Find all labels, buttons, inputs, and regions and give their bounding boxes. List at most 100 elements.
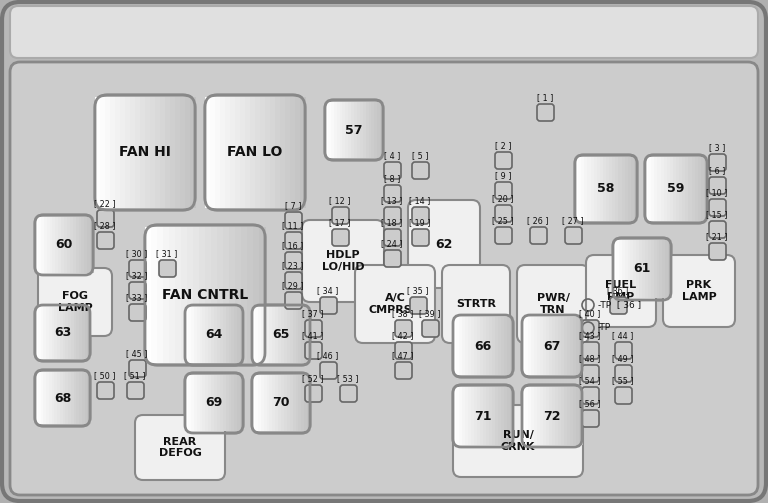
- Text: [ 47 ]: [ 47 ]: [392, 351, 414, 360]
- Bar: [621, 157, 626, 221]
- Bar: [374, 102, 378, 158]
- Bar: [543, 387, 547, 445]
- Bar: [510, 317, 514, 375]
- Bar: [155, 97, 161, 208]
- Bar: [645, 240, 649, 298]
- FancyBboxPatch shape: [384, 229, 401, 246]
- Bar: [273, 375, 276, 431]
- Bar: [304, 375, 308, 431]
- Bar: [645, 157, 649, 221]
- Bar: [188, 307, 192, 363]
- Bar: [578, 157, 582, 221]
- Bar: [501, 387, 505, 445]
- Bar: [35, 307, 38, 359]
- Bar: [231, 375, 235, 431]
- Bar: [71, 372, 74, 424]
- FancyBboxPatch shape: [522, 385, 582, 447]
- Bar: [52, 217, 56, 273]
- FancyBboxPatch shape: [35, 215, 93, 275]
- Bar: [570, 387, 574, 445]
- Bar: [486, 317, 490, 375]
- Text: 62: 62: [435, 237, 452, 250]
- FancyBboxPatch shape: [38, 268, 112, 336]
- Bar: [284, 375, 288, 431]
- FancyBboxPatch shape: [530, 227, 547, 244]
- Bar: [84, 372, 88, 424]
- FancyBboxPatch shape: [185, 373, 243, 433]
- Bar: [200, 307, 204, 363]
- Bar: [220, 307, 223, 363]
- Text: [ 38 ]: [ 38 ]: [392, 309, 414, 318]
- Bar: [296, 375, 300, 431]
- Bar: [453, 317, 457, 375]
- Text: 65: 65: [273, 328, 290, 342]
- FancyBboxPatch shape: [412, 229, 429, 246]
- Bar: [157, 227, 164, 363]
- Bar: [682, 157, 687, 221]
- Bar: [377, 102, 381, 158]
- Bar: [525, 387, 529, 445]
- Bar: [240, 375, 244, 431]
- FancyBboxPatch shape: [320, 362, 337, 379]
- Text: PWR/
TRN: PWR/ TRN: [537, 293, 570, 315]
- Bar: [631, 240, 634, 298]
- Bar: [210, 97, 216, 208]
- Bar: [211, 307, 215, 363]
- Bar: [223, 375, 227, 431]
- Bar: [81, 307, 85, 359]
- Text: [ 9 ]: [ 9 ]: [495, 171, 511, 180]
- Bar: [190, 97, 196, 208]
- Text: [ 55 ]: [ 55 ]: [612, 376, 634, 385]
- Bar: [60, 307, 64, 359]
- Bar: [208, 375, 212, 431]
- Text: FAN LO: FAN LO: [227, 145, 283, 159]
- Bar: [235, 227, 242, 363]
- Bar: [258, 307, 262, 363]
- Bar: [214, 307, 218, 363]
- Bar: [35, 372, 38, 424]
- Text: [ 11 ]: [ 11 ]: [283, 221, 303, 230]
- Bar: [295, 97, 301, 208]
- Bar: [654, 157, 658, 221]
- Bar: [84, 307, 88, 359]
- Bar: [567, 317, 571, 375]
- Bar: [528, 317, 532, 375]
- Bar: [110, 97, 116, 208]
- Bar: [351, 102, 355, 158]
- Bar: [591, 157, 594, 221]
- Bar: [631, 157, 635, 221]
- Bar: [260, 375, 265, 431]
- Text: RUN/
CRNK: RUN/ CRNK: [501, 430, 535, 452]
- FancyBboxPatch shape: [97, 382, 114, 399]
- Bar: [459, 317, 463, 375]
- FancyBboxPatch shape: [442, 265, 510, 343]
- Bar: [357, 102, 361, 158]
- Bar: [290, 375, 293, 431]
- Bar: [660, 157, 664, 221]
- Bar: [343, 102, 346, 158]
- Bar: [255, 375, 259, 431]
- Text: [ 48 ]: [ 48 ]: [579, 354, 601, 363]
- Text: [ 29 ]: [ 29 ]: [282, 281, 304, 290]
- FancyBboxPatch shape: [395, 362, 412, 379]
- Bar: [634, 157, 638, 221]
- Bar: [492, 317, 496, 375]
- FancyBboxPatch shape: [453, 405, 583, 477]
- Bar: [453, 387, 457, 445]
- Text: FUEL
PMP: FUEL PMP: [605, 280, 637, 302]
- Bar: [462, 317, 466, 375]
- Bar: [474, 387, 478, 445]
- Bar: [57, 307, 61, 359]
- Bar: [235, 97, 241, 208]
- Bar: [223, 227, 230, 363]
- FancyBboxPatch shape: [145, 225, 265, 365]
- Bar: [657, 240, 660, 298]
- Bar: [647, 240, 652, 298]
- Bar: [480, 387, 484, 445]
- Bar: [175, 97, 181, 208]
- FancyBboxPatch shape: [332, 229, 349, 246]
- Bar: [253, 227, 260, 363]
- Bar: [504, 317, 508, 375]
- Bar: [665, 240, 669, 298]
- Bar: [217, 227, 224, 363]
